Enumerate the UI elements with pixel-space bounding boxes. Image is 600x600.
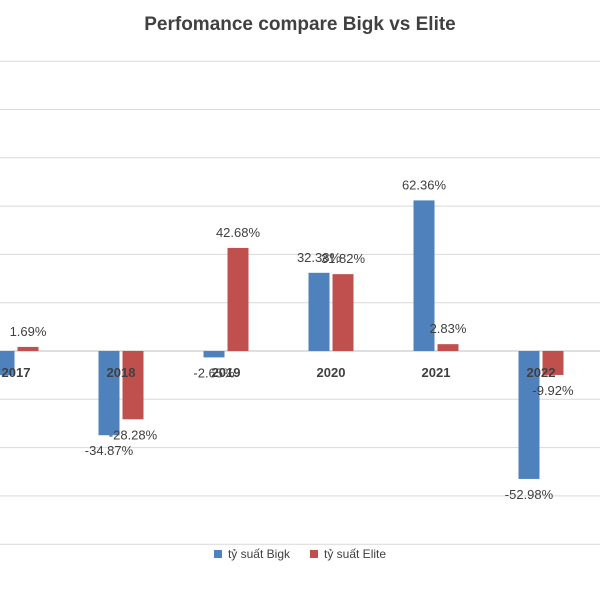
data-label: -9.92% [532, 383, 574, 398]
data-label: 1.69% [10, 324, 47, 339]
bigk-bar [518, 351, 540, 479]
data-label: -34.87% [85, 443, 134, 458]
bigk-bar [98, 351, 120, 436]
bigk-bar [203, 351, 225, 358]
labels: 2017 2018 2019 2020 2021 2022 -34.87% -2.65% 32.… [2, 177, 574, 502]
elite-bar [227, 247, 249, 351]
bigk-bar [308, 272, 330, 351]
bars [0, 200, 564, 479]
category-label: 2020 [317, 365, 346, 380]
elite-bar [17, 346, 39, 351]
legend-swatch-bigk [213, 550, 222, 558]
category-label: 2017 [2, 365, 31, 380]
legend-item-elite: tỷ suất Elite [310, 547, 386, 561]
elite-bar [437, 344, 459, 351]
data-label: 31.82% [321, 251, 366, 266]
legend-swatch-elite [310, 550, 318, 558]
data-label: 62.36% [402, 177, 447, 192]
data-label: -28.28% [109, 427, 158, 442]
data-label: -2.65% [193, 365, 235, 380]
legend-label-elite: tỷ suất Elite [324, 547, 387, 561]
legend-label-bigk: tỷ suất Bigk [227, 547, 290, 561]
category-label: 2021 [422, 365, 451, 380]
elite-bar [332, 274, 354, 351]
elite-bar [542, 351, 564, 375]
data-label: 2.83% [430, 321, 467, 336]
data-label: 32.38% [297, 250, 342, 265]
data-label: 42.68% [216, 225, 261, 240]
gridlines [0, 60, 600, 545]
legend-item-bigk: tỷ suất Bigk [213, 547, 290, 561]
data-label: -52.98% [505, 487, 554, 502]
bigk-bar [413, 200, 435, 351]
category-label: 2022 [527, 365, 556, 380]
category-label: 2019 [212, 365, 241, 380]
chart-title: Perfomance compare Bigk vs Elite [144, 14, 456, 35]
bigk-bar [0, 351, 15, 376]
category-label: 2018 [107, 365, 136, 380]
elite-bar [122, 351, 144, 420]
legend: tỷ suất Bigk tỷ suất Elite [0, 547, 600, 561]
